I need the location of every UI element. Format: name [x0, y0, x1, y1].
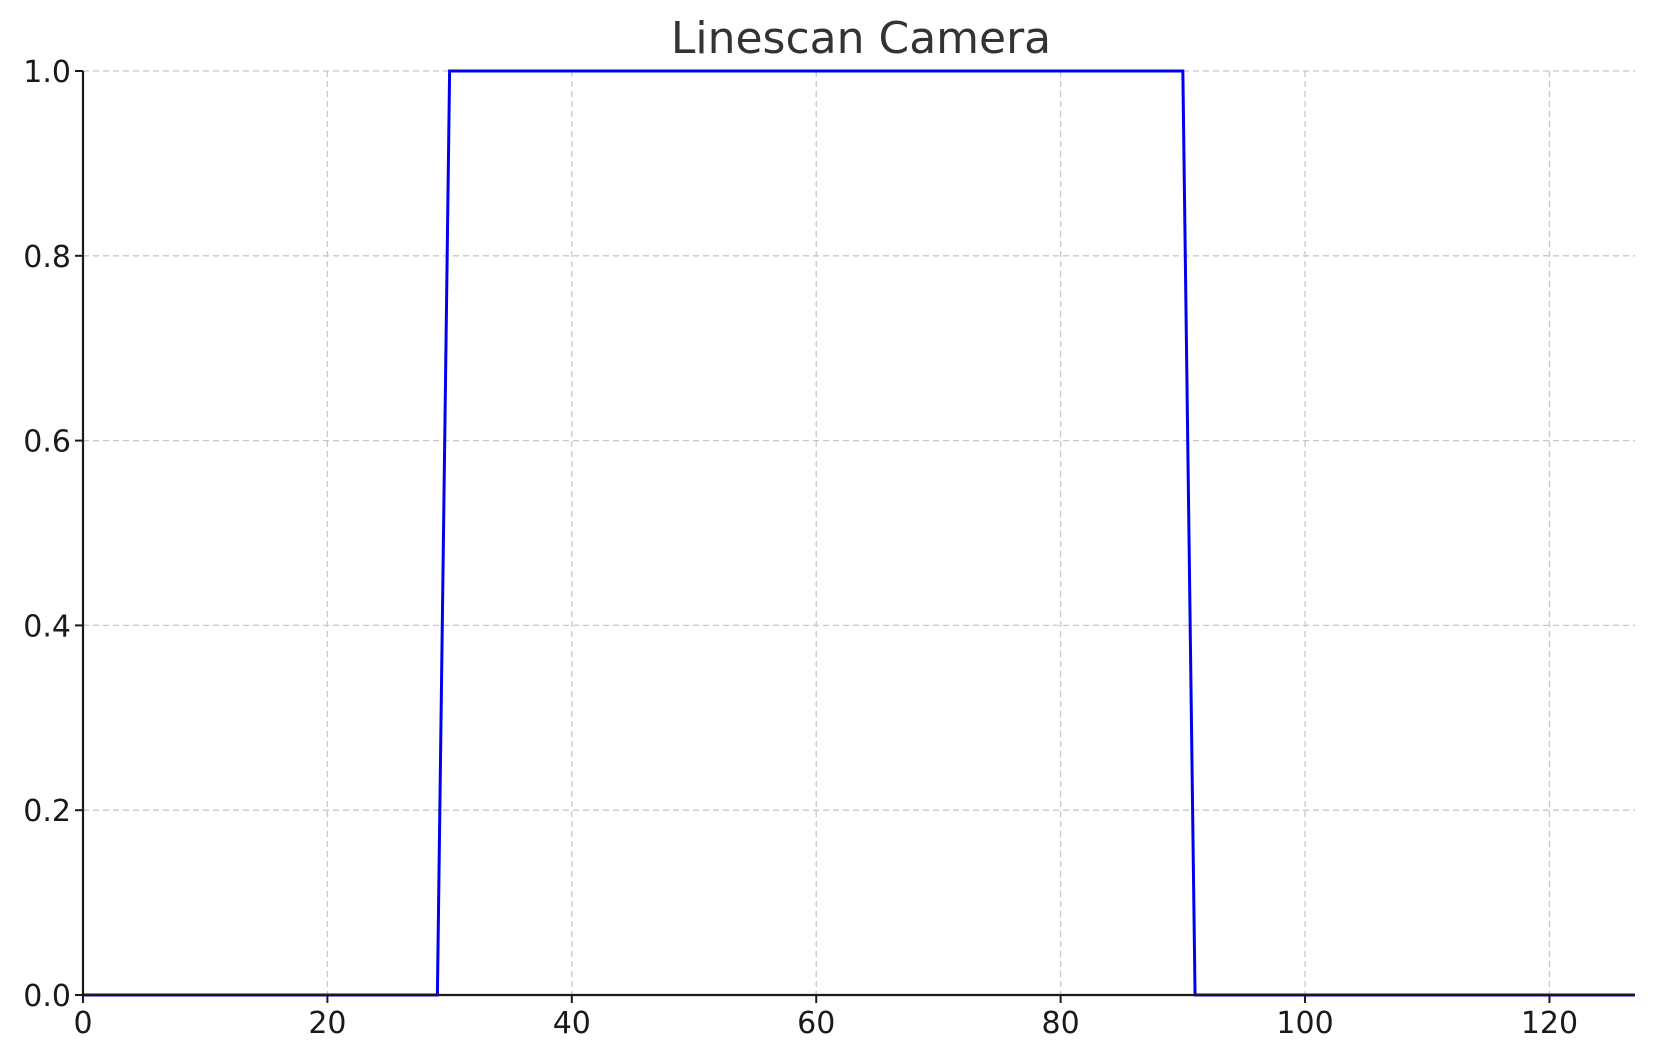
y-tick-label: 0.2: [23, 794, 71, 829]
series-layer: [83, 69, 1635, 997]
y-tick-label: 0.0: [23, 979, 71, 1014]
x-tick-label: 20: [308, 1006, 346, 1041]
x-tick-label: 80: [1042, 1006, 1080, 1041]
series-line: [83, 69, 1635, 997]
x-tick-label: 100: [1276, 1006, 1333, 1041]
ticks: 0 20 40 60 80 100 120 0.0 0.2 0.4 0.6 0.8 1.0: [23, 55, 1578, 1041]
x-tick-label: 0: [73, 1006, 92, 1041]
x-tick-label: 120: [1521, 1006, 1578, 1041]
y-tick-label: 0.4: [23, 609, 71, 644]
y-tick-label: 0.6: [23, 425, 71, 460]
axes: [81, 71, 1635, 997]
chart-title: Linescan Camera: [671, 13, 1051, 64]
x-tick-label: 40: [553, 1006, 591, 1041]
grid: [83, 70, 1635, 995]
x-tick-label: 60: [797, 1006, 835, 1041]
y-tick-label: 0.8: [23, 240, 71, 275]
y-tick-label: 1.0: [23, 55, 71, 90]
